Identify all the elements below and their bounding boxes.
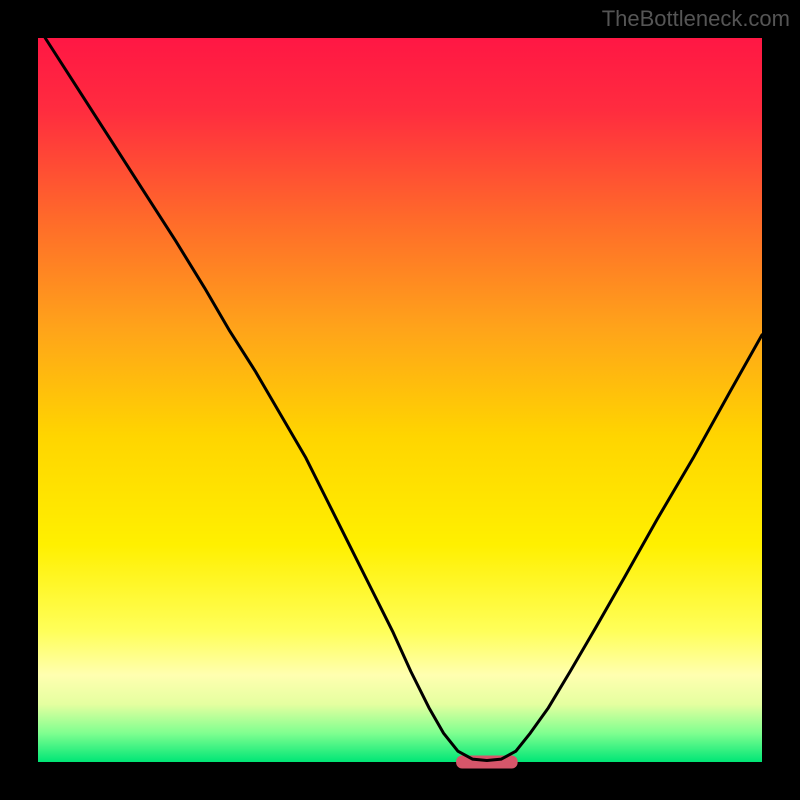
watermark-text: TheBottleneck.com (602, 6, 790, 32)
plot-background-gradient (38, 38, 762, 762)
chart-container: { "watermark": "TheBottleneck.com", "fra… (0, 0, 800, 800)
chart-svg (0, 0, 800, 800)
